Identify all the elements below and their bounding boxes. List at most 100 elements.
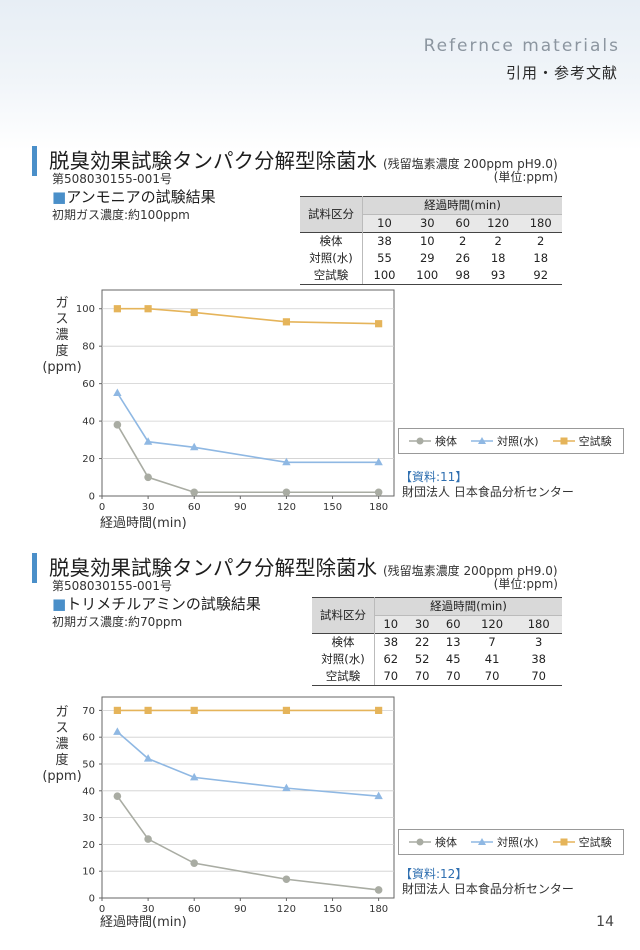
data-point	[144, 473, 152, 482]
source-tag: 【資料:12】	[400, 867, 468, 881]
y-tick-label: 10	[82, 867, 95, 878]
x-tick-label: 60	[188, 502, 201, 513]
data-point	[113, 792, 122, 800]
table-time-header: 180	[519, 214, 562, 233]
header-background	[0, 0, 640, 150]
table-cell: 92	[519, 267, 562, 285]
y-tick-label: 30	[82, 813, 95, 824]
data-point	[143, 754, 153, 762]
legend-item-control: 対照(水)	[471, 433, 539, 449]
y-tick-label: 100	[76, 304, 95, 315]
x-tick-label: 150	[323, 502, 342, 513]
table-row-label: 検体	[300, 232, 363, 250]
table-time-header: 30	[406, 615, 438, 634]
data-point	[113, 727, 122, 735]
table-cell: 38	[362, 232, 406, 250]
header-japanese-title: 引用・参考文献	[505, 64, 618, 82]
chart-legend: 検体 対照(水) 空試験	[398, 428, 624, 454]
data-point	[374, 488, 383, 497]
x-axis-label: 経過時間(min)	[100, 915, 187, 930]
x-tick-label: 180	[369, 904, 388, 915]
section-trimethylamine: 脱臭効果試験タンパク分解型除菌水 (残留塩素濃度 200ppm pH9.0) (単…	[0, 553, 640, 933]
table-row-label: 検体	[312, 633, 375, 651]
y-tick-label: 0	[89, 894, 95, 905]
y-tick-label: 80	[82, 342, 95, 353]
y-tick-label: 60	[82, 379, 95, 390]
data-point	[375, 320, 383, 328]
section-title: 脱臭効果試験タンパク分解型除菌水 (残留塩素濃度 200ppm pH9.0)	[32, 146, 558, 176]
square-bullet-icon: ■	[52, 188, 67, 206]
x-tick-label: 90	[234, 502, 247, 513]
unit-label: (単位:ppm)	[493, 170, 558, 184]
table-cell: 41	[484, 652, 500, 666]
y-axis-label-char: 度	[55, 753, 69, 768]
data-point	[374, 457, 383, 466]
y-axis-label-char: 濃	[55, 328, 69, 343]
section-title-text: 脱臭効果試験タンパク分解型除菌水	[49, 149, 377, 173]
data-point	[190, 442, 199, 451]
x-tick-label: 0	[99, 904, 105, 915]
table-cell: 7	[468, 633, 516, 651]
legend-item-blank: 空試験	[552, 433, 612, 449]
y-tick-label: 20	[82, 840, 95, 851]
data-point	[190, 772, 199, 781]
table-row-label: 対照(水)	[312, 651, 375, 668]
table-cell: 18	[533, 251, 549, 265]
section-subtitle: ■トリメチルアミンの試験結果	[52, 593, 261, 614]
report-number: 第508030155-001号	[52, 579, 172, 593]
data-point	[113, 421, 122, 429]
section-title-note: (残留塩素濃度 200ppm pH9.0)	[383, 564, 558, 578]
data-point	[190, 859, 199, 867]
y-axis-label: ガ ス 濃 度 (ppm)	[36, 296, 88, 376]
y-tick-label: 0	[89, 492, 95, 503]
table-cell: 70	[406, 668, 438, 686]
x-tick-label: 120	[277, 904, 296, 915]
data-point	[282, 875, 291, 884]
table-cell: 10	[406, 232, 449, 250]
section-title: 脱臭効果試験タンパク分解型除菌水 (残留塩素濃度 200ppm pH9.0)	[32, 553, 558, 583]
table-row: 対照(水) 62 52 45 41 38	[312, 651, 562, 668]
line-chart: 0 10 20 30 40 50 60 70 0 30 60 90 120 150 180	[82, 696, 395, 915]
table-corner-label: 試料区分	[300, 196, 363, 233]
table-time-header: 180	[515, 615, 562, 634]
legend-label: 対照(水)	[497, 836, 539, 849]
x-tick-label: 180	[369, 502, 388, 513]
results-table: 試料区分 経過時間(min) 10 30 60 120 180 検体 38 10…	[300, 196, 562, 285]
legend-item-sample: 検体	[409, 433, 457, 449]
x-tick-label: 120	[277, 502, 296, 513]
data-point	[144, 706, 152, 714]
data-point	[113, 706, 121, 714]
table-cell: 70	[374, 668, 407, 686]
y-axis-label-char: ガ	[55, 705, 69, 720]
initial-concentration: 初期ガス濃度:約100ppm	[52, 208, 190, 222]
unit-label: (単位:ppm)	[493, 577, 558, 591]
table-cell: 18	[490, 251, 506, 265]
table-time-header: 10	[374, 615, 407, 634]
data-point	[282, 457, 291, 466]
y-tick-label: 60	[82, 733, 95, 744]
y-tick-label: 50	[82, 760, 95, 771]
data-point	[143, 437, 153, 445]
y-tick-label: 40	[82, 786, 95, 797]
y-axis-label-char: ス	[55, 312, 69, 327]
page-number: 14	[596, 914, 614, 930]
legend-label: 空試験	[578, 435, 612, 448]
x-tick-label: 0	[99, 502, 105, 513]
y-axis-label-char: 濃	[55, 737, 69, 752]
legend-label: 検体	[435, 836, 457, 849]
x-tick-label: 30	[142, 502, 155, 513]
x-axis-label: 経過時間(min)	[100, 516, 187, 531]
table-row: 空試験 100 100 98 93 92	[300, 267, 562, 285]
y-axis-label: ガ ス 濃 度 (ppm)	[36, 705, 88, 785]
data-point	[113, 388, 122, 396]
table-cell: 22	[406, 633, 438, 651]
table-cell: 29	[419, 251, 435, 265]
plot-area	[101, 289, 395, 497]
table-cell: 3	[515, 633, 562, 651]
section-ammonia: 脱臭効果試験タンパク分解型除菌水 (残留塩素濃度 200ppm pH9.0) (単…	[0, 146, 640, 536]
data-point	[374, 886, 383, 894]
table-cell: 26	[455, 251, 471, 265]
table-row: 空試験 70 70 70 70 70	[312, 668, 562, 686]
chart-legend: 検体 対照(水) 空試験	[398, 829, 624, 855]
legend-item-sample: 検体	[409, 834, 457, 850]
